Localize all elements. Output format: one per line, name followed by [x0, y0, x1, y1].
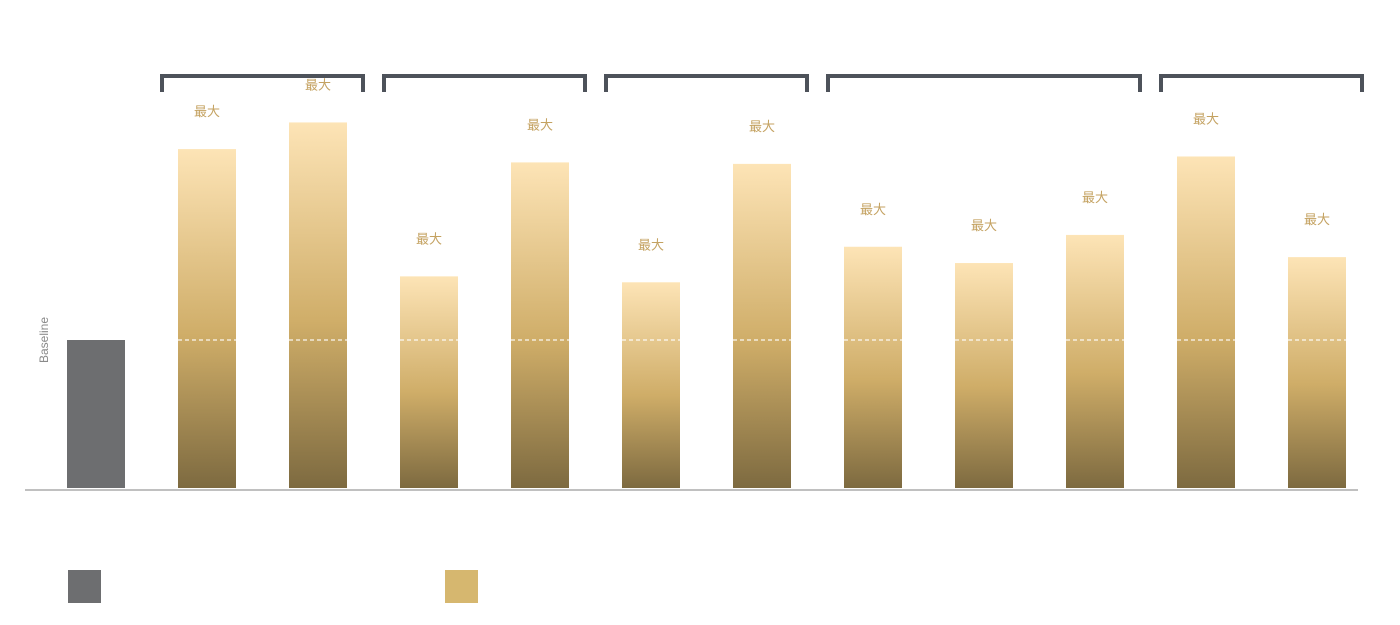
bar-label-11: 最大	[1304, 213, 1330, 228]
legend-swatch-baseline	[68, 570, 101, 603]
bar-label-4: 最大	[527, 118, 553, 133]
bar-1	[178, 149, 236, 488]
group-bracket-1	[160, 74, 365, 92]
bar-5	[622, 282, 680, 488]
bar-label-2: 最大	[305, 78, 331, 93]
bar-2	[289, 122, 347, 488]
bar-label-1: 最大	[194, 105, 220, 120]
bar-9	[1066, 234, 1124, 488]
bar-11	[1288, 257, 1346, 488]
bar-10	[1177, 156, 1235, 489]
bar-label-6: 最大	[749, 120, 775, 135]
baseline-axis-label: Baseline	[37, 317, 51, 363]
group-brackets	[160, 74, 1364, 92]
group-bracket-2	[382, 74, 587, 92]
bar-label-3: 最大	[416, 232, 442, 247]
bar-label-5: 最大	[638, 238, 664, 253]
bar-label-7: 最大	[860, 203, 886, 218]
legend-swatch-gold	[445, 570, 478, 603]
bar-label-8: 最大	[971, 219, 997, 234]
baseline-bar	[67, 340, 125, 488]
bar-8	[955, 263, 1013, 488]
bar-4	[511, 162, 569, 488]
bar-label-9: 最大	[1082, 191, 1108, 206]
bar-3	[400, 276, 458, 488]
bars	[67, 122, 1346, 489]
group-bracket-3	[604, 74, 809, 92]
bar-label-10: 最大	[1193, 112, 1219, 127]
group-bracket-5	[1159, 74, 1364, 92]
bar-6	[733, 163, 791, 488]
group-bracket-4	[826, 74, 1142, 92]
bar-7	[844, 246, 902, 488]
